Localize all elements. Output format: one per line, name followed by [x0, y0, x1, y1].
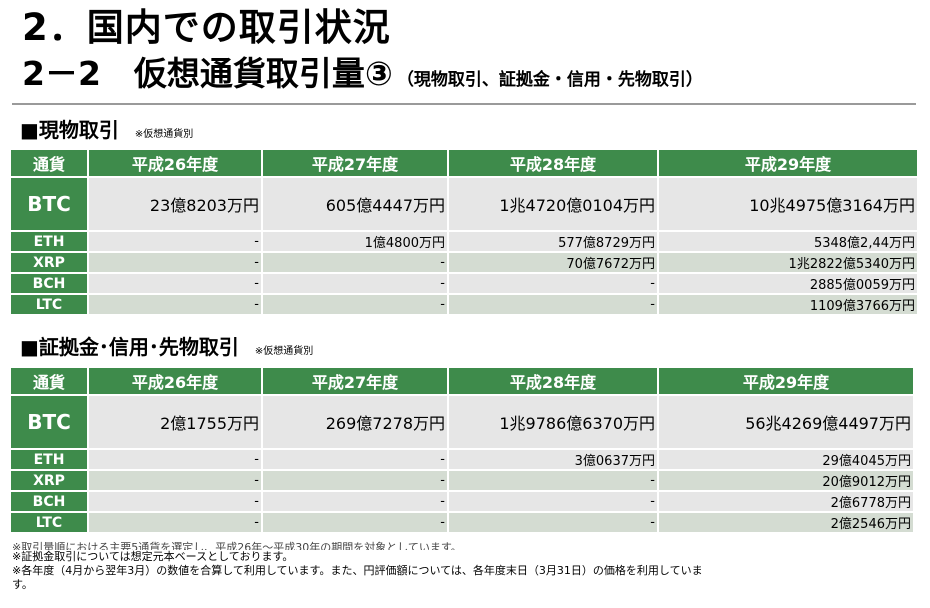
value-cell: -: [263, 274, 447, 293]
col-header: 平成27年度: [263, 150, 447, 176]
section-title: ■現物取引: [20, 118, 119, 142]
section-heading-margin: ■証拠金･信用･先物取引 ※仮想通貨別: [20, 334, 313, 365]
table-row: XRP - - -20億9012万円: [11, 471, 913, 490]
section-note: ※仮想通貨別: [134, 129, 194, 140]
value-cell: -: [89, 232, 261, 251]
value-cell: 10兆4975億3164万円: [659, 178, 917, 230]
col-header: 平成26年度: [89, 368, 261, 394]
value-cell: -: [449, 492, 657, 511]
table-row: XRP - -70億7672万円 1兆2822億5340万円: [11, 253, 917, 272]
value-cell: 56兆4269億4497万円: [659, 396, 913, 448]
value-cell: -: [263, 253, 447, 272]
value-cell: -: [89, 295, 261, 314]
currency-cell: ETH: [11, 450, 87, 469]
currency-cell: XRP: [11, 253, 87, 272]
table-row: BTC 2億1755万円 269億7278万円 1兆9786億6370万円 56兆426…: [11, 396, 913, 448]
value-cell: -: [449, 513, 657, 532]
table-row: BTC 23億8203万円 605億4447万円 1兆4720億0104万円 10兆49…: [11, 178, 917, 230]
value-cell: -: [263, 450, 447, 469]
footnote: ※証拠金取引については想定元本ベースとしております。: [12, 550, 294, 563]
value-cell: 269億7278万円: [263, 396, 447, 448]
value-cell: 577億8729万円: [449, 232, 657, 251]
value-cell: 1兆4720億0104万円: [449, 178, 657, 230]
currency-cell: BTC: [11, 178, 87, 230]
currency-cell: LTC: [11, 513, 87, 532]
value-cell: 5348億2,44万円: [659, 232, 917, 251]
table-header-row: 通貨 平成26年度 平成27年度 平成28年度 平成29年度: [11, 150, 917, 176]
currency-cell: BCH: [11, 492, 87, 511]
table-row: BCH - - -2885億0059万円: [11, 274, 917, 293]
value-cell: -: [263, 492, 447, 511]
value-cell: -: [263, 295, 447, 314]
currency-cell: LTC: [11, 295, 87, 314]
value-cell: 1兆2822億5340万円: [659, 253, 917, 272]
value-cell: -: [89, 450, 261, 469]
table-row: LTC - - -1109億3766万円: [11, 295, 917, 314]
subtitle-text: 2－2 仮想通貨取引量③: [22, 54, 393, 93]
value-cell: 2億1755万円: [89, 396, 261, 448]
value-cell: 2億6778万円: [659, 492, 913, 511]
table-row: LTC - - -2億2546万円: [11, 513, 913, 532]
value-cell: 2億2546万円: [659, 513, 913, 532]
value-cell: 2885億0059万円: [659, 274, 917, 293]
value-cell: -: [449, 274, 657, 293]
section-heading-spot: ■現物取引 ※仮想通貨別: [20, 117, 193, 148]
table-header-row: 通貨 平成26年度 平成27年度 平成28年度 平成29年度: [11, 368, 913, 394]
currency-cell: XRP: [11, 471, 87, 490]
value-cell: 1109億3766万円: [659, 295, 917, 314]
table-row: ETH - -3億0637万円 29億4045万円: [11, 450, 913, 469]
subtitle-paren: （現物取引、証拠金・信用・先物取引）: [396, 70, 703, 90]
footnote: ※取引量順における主要5通貨を選定し、平成26年～平成30年の期間を対象としてい…: [12, 541, 462, 550]
currency-cell: BTC: [11, 396, 87, 448]
currency-cell: BCH: [11, 274, 87, 293]
col-header: 通貨: [11, 368, 87, 394]
col-header: 平成26年度: [89, 150, 261, 176]
col-header: 平成28年度: [449, 150, 657, 176]
value-cell: -: [449, 471, 657, 490]
currency-cell: ETH: [11, 232, 87, 251]
value-cell: -: [449, 295, 657, 314]
value-cell: -: [263, 471, 447, 490]
margin-trading-table: 通貨 平成26年度 平成27年度 平成28年度 平成29年度 BTC 2億1755…: [9, 366, 915, 534]
value-cell: 3億0637万円: [449, 450, 657, 469]
footnotes: ※取引量順における主要5通貨を選定し、平成26年～平成30年の期間を対象としてい…: [12, 541, 703, 592]
value-cell: 605億4447万円: [263, 178, 447, 230]
col-header: 平成29年度: [659, 150, 917, 176]
value-cell: 20億9012万円: [659, 471, 913, 490]
section-title: ■証拠金･信用･先物取引: [20, 335, 239, 359]
value-cell: -: [263, 513, 447, 532]
value-cell: 23億8203万円: [89, 178, 261, 230]
value-cell: 1兆9786億6370万円: [449, 396, 657, 448]
value-cell: -: [89, 253, 261, 272]
value-cell: 29億4045万円: [659, 450, 913, 469]
value-cell: -: [89, 492, 261, 511]
col-header: 平成27年度: [263, 368, 447, 394]
section-note: ※仮想通貨別: [254, 346, 314, 357]
page-title: 2．国内での取引状況: [22, 6, 391, 49]
value-cell: -: [89, 513, 261, 532]
col-header: 通貨: [11, 150, 87, 176]
value-cell: 70億7672万円: [449, 253, 657, 272]
table-row: BCH - - -2億6778万円: [11, 492, 913, 511]
value-cell: 1億4800万円: [263, 232, 447, 251]
footnote: ※各年度（4月から翌年3月）の数値を合算して利用しています。また、円評価額につい…: [12, 564, 703, 577]
table-row: ETH -1億4800万円 577億8729万円 5348億2,44万円: [11, 232, 917, 251]
title-divider: [12, 103, 916, 105]
col-header: 平成29年度: [659, 368, 913, 394]
page-subtitle: 2－2 仮想通貨取引量③ （現物取引、証拠金・信用・先物取引）: [22, 52, 703, 102]
value-cell: -: [89, 471, 261, 490]
col-header: 平成28年度: [449, 368, 657, 394]
spot-trading-table: 通貨 平成26年度 平成27年度 平成28年度 平成29年度 BTC 23億820…: [9, 148, 919, 316]
footnote: す。: [12, 578, 33, 591]
value-cell: -: [89, 274, 261, 293]
